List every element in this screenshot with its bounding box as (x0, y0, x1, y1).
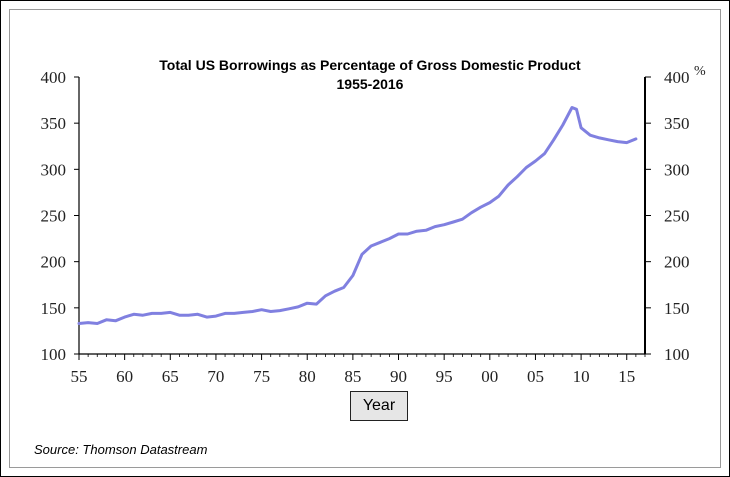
right-axis-unit: % (694, 64, 706, 79)
left-y-tick-label: 150 (41, 299, 67, 318)
left-y-tick-label: 350 (41, 114, 67, 133)
right-y-axis: 100 150 200 250 300 350 400% (644, 64, 706, 364)
chart-subtitle: 1955-2016 (337, 76, 404, 92)
right-y-tick-label: 200 (664, 253, 690, 272)
x-tick-label: 60 (116, 367, 133, 386)
x-tick-label: 75 (253, 367, 270, 386)
left-y-tick-label: 100 (41, 345, 67, 364)
left-y-tick-label: 250 (41, 207, 67, 226)
left-y-tick-label: 300 (41, 160, 67, 179)
x-tick-label: 85 (344, 367, 361, 386)
right-y-tick-label: 400 (664, 68, 690, 87)
series-layer (77, 106, 638, 325)
chart-inner-border (9, 9, 721, 468)
x-tick-label: 15 (618, 367, 635, 386)
chart-title: Total US Borrowings as Percentage of Gro… (159, 57, 581, 73)
x-tick-label: 05 (527, 367, 544, 386)
x-tick-label: 55 (71, 367, 88, 386)
right-y-tick-label: 100 (664, 345, 690, 364)
x-axis: 55 60 65 70 75 80 85 90 95 00 05 10 15 (71, 353, 646, 386)
x-tick-label: 00 (481, 367, 498, 386)
x-tick-label: 65 (162, 367, 179, 386)
x-axis-label: Year (350, 391, 408, 421)
right-y-tick-label: 150 (664, 299, 690, 318)
left-y-axis: 100 150 200 250 300 350 400 (41, 68, 80, 364)
x-tick-label: 70 (207, 367, 224, 386)
x-tick-label: 95 (436, 367, 453, 386)
left-y-tick-label: 400 (41, 68, 67, 87)
x-tick-label: 80 (299, 367, 316, 386)
x-tick-label: 10 (573, 367, 590, 386)
right-y-tick-label: 250 (664, 207, 690, 226)
right-y-tick-label: 300 (664, 160, 690, 179)
right-y-tick-label: 350 (664, 114, 690, 133)
left-y-tick-label: 200 (41, 253, 67, 272)
x-tick-label: 90 (390, 367, 407, 386)
source-note: Source: Thomson Datastream (34, 442, 208, 457)
series-line (77, 106, 638, 325)
